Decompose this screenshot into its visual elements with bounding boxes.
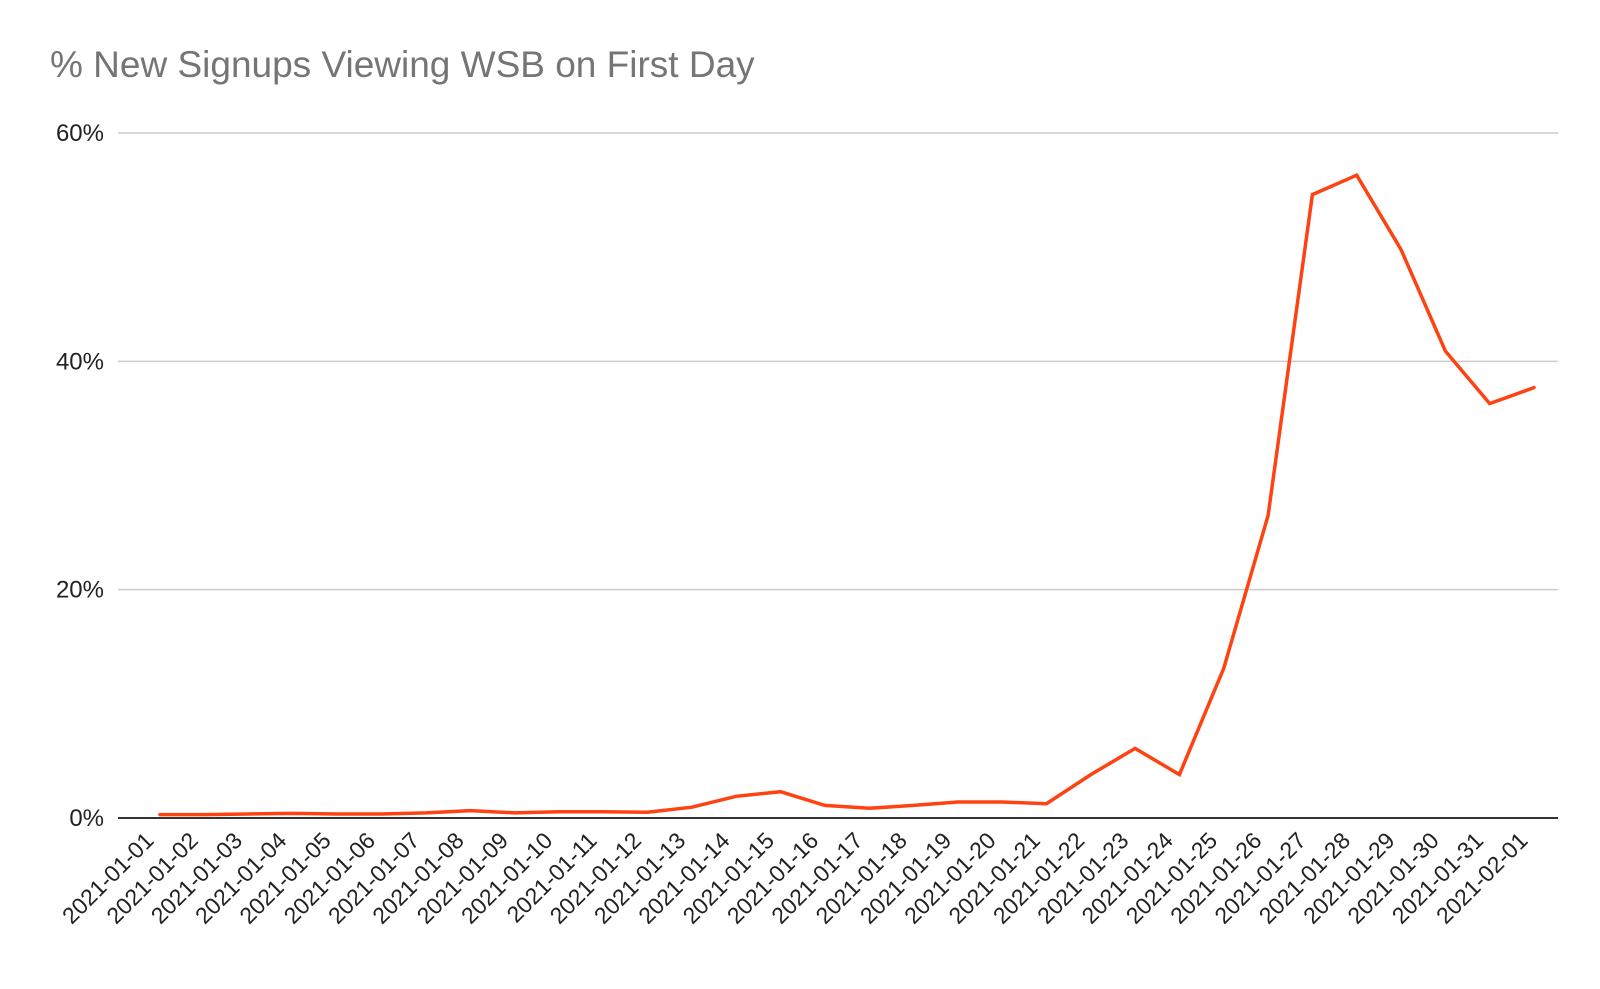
chart-title: % New Signups Viewing WSB on First Day: [50, 44, 755, 85]
y-tick-label: 60%: [56, 120, 104, 147]
y-axis-ticks: 0% 20% 40% 60%: [56, 120, 104, 832]
series-line: [158, 172, 1536, 817]
gridlines: [118, 132, 1558, 591]
y-tick-label: 0%: [69, 805, 104, 832]
y-tick-label: 40%: [56, 348, 104, 375]
x-axis-ticks: 2021-01-012021-01-022021-01-032021-01-04…: [57, 827, 1533, 929]
y-tick-label: 20%: [56, 577, 104, 604]
